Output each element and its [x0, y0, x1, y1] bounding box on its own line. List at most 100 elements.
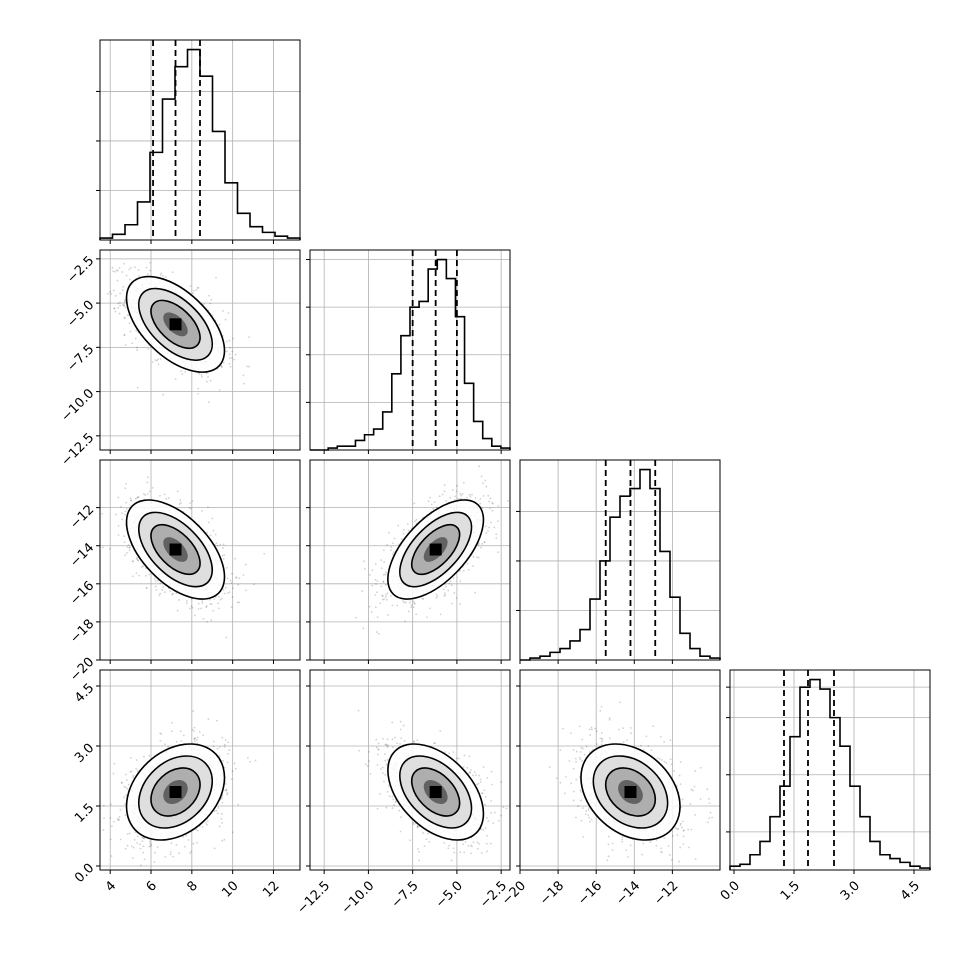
sample-point [226, 761, 229, 764]
sample-point [450, 602, 453, 605]
sample-point [377, 632, 380, 635]
sample-point [136, 346, 138, 349]
sample-point [382, 580, 385, 583]
sample-point [109, 817, 112, 819]
sample-point [120, 781, 123, 784]
sample-point [136, 349, 139, 351]
sample-point [128, 322, 131, 325]
sample-point [109, 838, 112, 841]
panel-frame [309, 249, 511, 451]
sample-point [117, 302, 120, 305]
sample-point [195, 828, 198, 831]
scatter-panel-3-1: −12.5 −10.0 −7.5 −5.0 −2.5 [294, 669, 511, 917]
sample-point [197, 608, 200, 610]
sample-point [443, 595, 446, 597]
sample-point [124, 316, 126, 319]
sample-point [137, 559, 140, 562]
sample-point [222, 759, 224, 762]
sample-point [393, 537, 396, 540]
sample-point [124, 298, 126, 301]
sample-point [236, 601, 239, 604]
sample-point [144, 494, 147, 496]
sample-point [130, 845, 133, 848]
sample-point [124, 487, 127, 490]
sample-point [215, 542, 218, 545]
sample-point [225, 350, 228, 353]
sample-point [162, 393, 164, 396]
sample-point [225, 788, 228, 791]
sample-point [195, 289, 198, 292]
sample-point [435, 506, 438, 509]
sample-point [145, 266, 148, 269]
sample-point [134, 266, 136, 269]
sample-point [485, 532, 488, 535]
sample-point [410, 604, 413, 607]
sample-point [207, 521, 210, 524]
sample-point [226, 592, 229, 594]
sample-point [402, 528, 405, 531]
sample-point [201, 375, 203, 378]
sample-point [189, 285, 192, 287]
sample-point [142, 565, 145, 568]
sample-point [480, 475, 483, 478]
sample-point [164, 591, 166, 594]
sample-point [179, 730, 182, 733]
sample-point [178, 599, 181, 601]
sample-point [198, 373, 201, 375]
sample-point [125, 482, 128, 485]
y-tick-label: −12.5 [59, 431, 98, 470]
sample-point [194, 737, 197, 739]
panel-frame [519, 459, 721, 661]
sample-point [361, 590, 363, 593]
sample-point [206, 620, 209, 623]
sample-point [235, 577, 238, 579]
sample-point [113, 762, 116, 765]
sample-point [136, 386, 139, 389]
sample-point [229, 353, 231, 356]
sample-point [136, 842, 139, 844]
sample-point [132, 776, 135, 779]
sample-point [489, 507, 492, 510]
sample-point [449, 497, 452, 499]
sample-point [415, 613, 418, 616]
sample-point [207, 401, 210, 404]
sample-point [383, 598, 386, 600]
sample-point [141, 840, 144, 843]
sample-point [482, 482, 484, 485]
sample-point [124, 814, 127, 817]
sample-point [125, 779, 128, 782]
x-tick-label: 8 [184, 878, 200, 894]
sample-point [136, 496, 139, 499]
sample-point [113, 307, 116, 310]
sample-point [176, 609, 179, 612]
sample-point [128, 549, 131, 552]
sample-point [137, 495, 140, 498]
sample-point [142, 851, 145, 854]
sample-point [197, 387, 200, 390]
sample-point [228, 749, 231, 752]
sample-point [196, 829, 199, 832]
sample-point [412, 606, 415, 609]
sample-point [444, 594, 447, 596]
sample-point [230, 606, 233, 608]
sample-point [483, 541, 486, 544]
sample-point [128, 278, 131, 281]
sample-point [121, 289, 124, 291]
sample-point [190, 507, 192, 510]
histogram-step-line [520, 468, 721, 661]
y-tick-label: 0.0 [72, 861, 97, 886]
sample-point [205, 606, 208, 609]
sample-point [147, 348, 150, 350]
sample-point [143, 858, 146, 861]
sample-point [169, 590, 172, 593]
sample-point [117, 524, 120, 527]
sample-point [151, 487, 154, 489]
histogram-panel-1 [306, 249, 511, 454]
sample-point [483, 540, 486, 543]
sample-point [161, 274, 164, 277]
sample-point [119, 292, 122, 295]
sample-point [218, 825, 221, 828]
sample-point [138, 574, 140, 577]
sample-point [123, 334, 126, 337]
sample-point [127, 783, 130, 786]
